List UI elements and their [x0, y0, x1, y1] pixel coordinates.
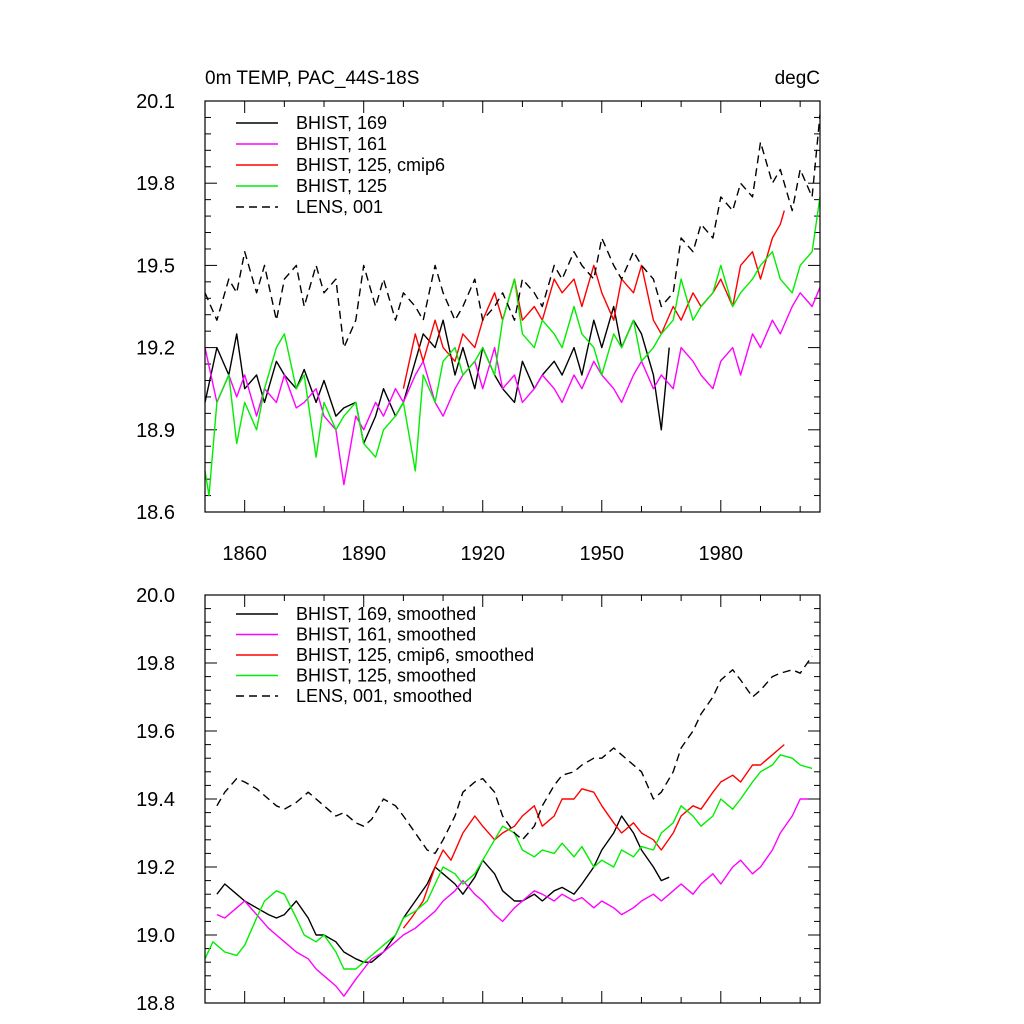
legend-label: BHIST, 125, cmip6, smoothed: [296, 645, 534, 665]
legend-label: LENS, 001: [296, 197, 383, 217]
y-tick-label: 19.5: [136, 255, 175, 277]
y-tick-label: 20.1: [136, 91, 175, 113]
series-line-3: [402, 744, 785, 929]
x-tick-label: 1920: [460, 543, 505, 565]
chart-title: 0m TEMP, PAC_44S-18S: [205, 68, 419, 89]
y-tick-label: 19.8: [136, 653, 175, 675]
series-line-2: [216, 798, 809, 997]
y-tick-label: 20.0: [136, 585, 175, 607]
y-tick-label: 19.4: [136, 789, 175, 811]
legend-label: BHIST, 161, smoothed: [296, 625, 476, 645]
y-tick-label: 18.8: [136, 993, 175, 1015]
y-tick-label: 19.0: [136, 925, 175, 947]
legend-label: BHIST, 125, cmip6: [296, 155, 445, 175]
x-tick-label: 1890: [341, 543, 386, 565]
series-line-1: [216, 815, 670, 963]
y-tick-label: 18.9: [136, 420, 175, 442]
series-line-3: [402, 210, 785, 389]
legend-label: BHIST, 169, smoothed: [296, 604, 476, 624]
x-tick-label: 1950: [580, 543, 625, 565]
legend-label: BHIST, 125, smoothed: [296, 666, 476, 686]
series-line-4: [204, 754, 813, 970]
plot-frame: [204, 100, 821, 513]
units-label: degC: [775, 68, 820, 89]
legend-label: BHIST, 125: [296, 176, 387, 196]
x-tick-label: 1860: [222, 543, 267, 565]
y-tick-label: 18.6: [136, 502, 175, 524]
plot-frame: [204, 594, 821, 1004]
y-tick-label: 19.2: [136, 338, 175, 360]
legend-label: BHIST, 169: [296, 113, 387, 133]
x-tick-label: 1980: [699, 543, 744, 565]
legend-label: BHIST, 161: [296, 134, 387, 154]
y-tick-label: 19.6: [136, 721, 175, 743]
legend-label: LENS, 001, smoothed: [296, 686, 472, 706]
bottom-panel: 18.8 19.0 19.2 19.4 19.6 19.8 20.0 BHIST, 169,…: [136, 585, 821, 1015]
top-panel: 0m TEMP, PAC_44S-18S degC 18.6 18.9 19.2 19…: [136, 68, 821, 565]
y-tick-label: 19.2: [136, 857, 175, 879]
series-line-5: [216, 655, 813, 855]
series-line-5: [204, 114, 821, 349]
y-tick-label: 19.8: [136, 173, 175, 195]
series-line-4: [204, 196, 821, 497]
